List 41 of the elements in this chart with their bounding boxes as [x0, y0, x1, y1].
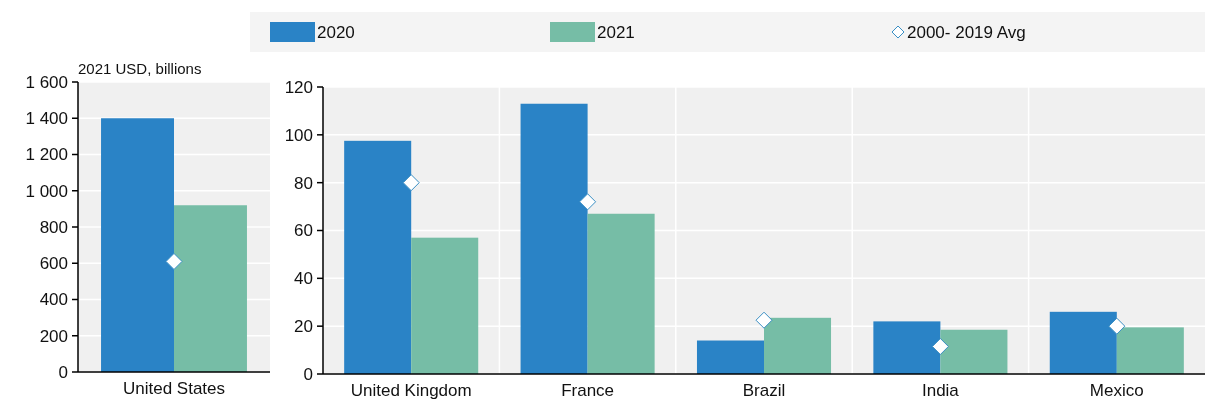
x-tick-label: Brazil	[742, 381, 786, 400]
point	[931, 338, 949, 355]
y-tick-label: 80	[294, 173, 313, 193]
y-tick-label: 0	[58, 362, 68, 382]
y-tick-label: 1 600	[25, 72, 68, 92]
bar	[1116, 327, 1184, 374]
legend-label: 2021	[597, 22, 635, 42]
bar	[764, 317, 832, 374]
y-tick-label: 120	[284, 77, 313, 97]
y-tick-label: 60	[294, 221, 313, 241]
bar	[411, 237, 479, 374]
y-tick-label: 20	[294, 317, 313, 337]
bar	[696, 340, 764, 374]
legend-label: 2000- 2019 Avg	[907, 22, 1026, 42]
bar	[940, 329, 1008, 374]
bar	[520, 103, 588, 374]
y-tick-label: 200	[39, 326, 68, 346]
x-tick-label: United Kingdom	[350, 381, 472, 400]
y-tick-label: 0	[303, 364, 313, 384]
y-tick-label: 100	[284, 125, 313, 145]
y-tick-label: 1 400	[25, 109, 68, 129]
y-axis-title: 2021 USD, billions	[78, 60, 202, 77]
x-tick-label: France	[561, 381, 615, 400]
y-tick-label: 1 000	[25, 181, 68, 201]
y-tick-label: 600	[39, 254, 68, 274]
bar	[873, 321, 941, 374]
point	[402, 174, 420, 192]
y-tick-label: 800	[39, 217, 68, 237]
bar	[1049, 311, 1117, 374]
bar	[587, 213, 655, 374]
point	[755, 311, 773, 329]
y-tick-label: 1 200	[25, 145, 68, 165]
x-tick-label: United States	[122, 379, 226, 398]
point	[1108, 317, 1126, 335]
x-tick-label: India	[921, 381, 960, 400]
legend-label: 2020	[317, 22, 355, 42]
y-tick-label: 400	[39, 290, 68, 310]
bar	[344, 140, 412, 374]
point	[579, 193, 597, 211]
x-tick-label: Mexico	[1089, 381, 1144, 400]
y-tick-label: 40	[294, 269, 313, 289]
